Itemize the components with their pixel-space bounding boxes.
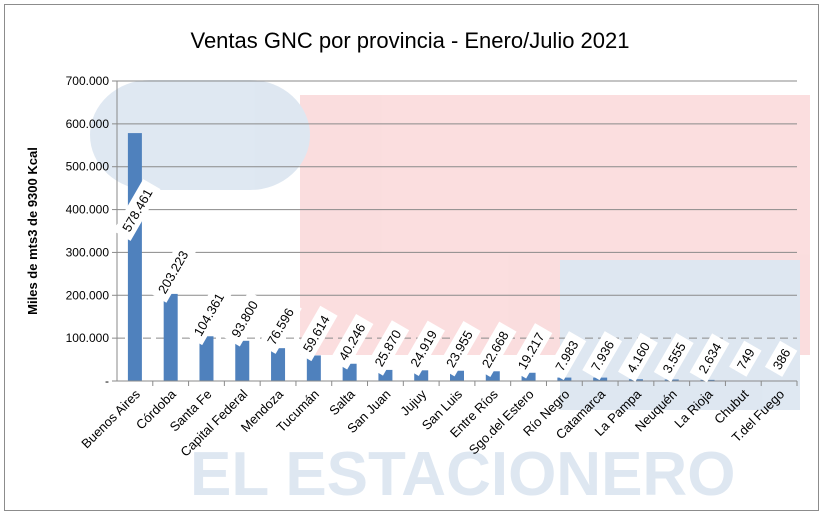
bar (450, 370, 464, 381)
y-tick-label: 400.000 (66, 203, 110, 217)
bar (485, 371, 500, 381)
data-label-bg (437, 321, 481, 377)
bar (271, 348, 286, 381)
data-label-group: 203.223 (149, 241, 197, 303)
data-label-bg (473, 321, 517, 377)
bar (127, 133, 142, 381)
y-tick-label: 700.000 (66, 74, 110, 88)
data-label-bg (258, 298, 302, 354)
data-label-bg (294, 305, 338, 362)
bar (378, 369, 393, 381)
data-label-bg (365, 320, 410, 376)
data-label-bg (184, 283, 233, 346)
data-label-bg (401, 320, 445, 377)
data-label-bg (508, 323, 553, 379)
bar (521, 372, 536, 381)
svg-text:EL ESTACIONERO: EL ESTACIONERO (190, 440, 735, 509)
bar (593, 377, 608, 381)
y-tick-label: 200.000 (66, 288, 110, 302)
y-tick-label: - (105, 374, 109, 388)
data-label-bg (653, 332, 694, 382)
bar (163, 293, 178, 381)
data-label-group: 93.800 (222, 291, 267, 347)
y-tick-label: 300.000 (66, 245, 110, 259)
bar (199, 336, 214, 381)
data-label-group: 386 (764, 340, 798, 377)
data-label-bg (764, 340, 798, 377)
data-label-bg (689, 333, 730, 383)
data-label-group: 749 (729, 340, 762, 377)
data-label-group: 76.596 (258, 298, 302, 354)
data-label-bg (149, 241, 197, 303)
bar (306, 355, 321, 381)
data-label-bg (582, 331, 623, 381)
data-label-bg (222, 291, 267, 347)
y-tick-label: 100.000 (66, 331, 110, 345)
bar (414, 370, 429, 381)
y-tick-label: 600.000 (66, 117, 110, 131)
data-label-bg (113, 179, 161, 241)
y-tick-label: 500.000 (66, 160, 110, 174)
bar (235, 340, 250, 381)
chart-title: Ventas GNC por provincia - Enero/Julio 2… (190, 28, 629, 53)
data-label-group: 4.160 (618, 332, 658, 382)
watermark-logo: EL ESTACIONERO (90, 80, 810, 509)
bar (557, 377, 572, 381)
data-label-bg (329, 314, 374, 370)
y-axis-label: Miles de mts3 de 9300 Kcal (25, 147, 40, 315)
x-tick-label: Buenos Aires (78, 386, 143, 451)
data-label-bg (618, 332, 658, 382)
x-tick-label: Jujuy (397, 386, 429, 418)
x-tick-label: Salta (326, 386, 358, 418)
data-label-bg (729, 340, 762, 377)
data-label-bg (546, 331, 587, 381)
